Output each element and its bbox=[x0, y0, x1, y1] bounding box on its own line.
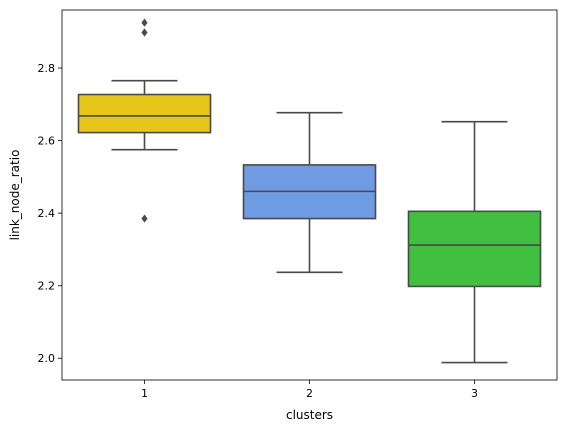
y-tick-label-2.8: 2.8 bbox=[38, 62, 56, 75]
box-1 bbox=[77, 93, 212, 134]
outlier-1-3 bbox=[141, 214, 148, 223]
y-tick-label-2.4: 2.4 bbox=[38, 207, 56, 220]
x-axis-label: clusters bbox=[286, 408, 333, 422]
x-tick-label-1: 1 bbox=[141, 387, 148, 400]
box-3 bbox=[407, 210, 542, 288]
outlier-1-2 bbox=[141, 28, 148, 37]
x-tick-label-3: 3 bbox=[471, 387, 478, 400]
box-group-3 bbox=[407, 120, 542, 364]
y-axis-label: link_node_ratio bbox=[8, 150, 22, 241]
box-group-2 bbox=[242, 111, 377, 274]
box-group-1 bbox=[77, 18, 212, 223]
x-tick-label-2: 2 bbox=[306, 387, 313, 400]
plot-frame bbox=[61, 9, 558, 381]
y-tick-label-2.0: 2.0 bbox=[38, 352, 56, 365]
y-tick-label-2.6: 2.6 bbox=[38, 135, 56, 148]
outlier-1-1 bbox=[141, 18, 148, 27]
y-tick-label-2.2: 2.2 bbox=[38, 280, 56, 293]
